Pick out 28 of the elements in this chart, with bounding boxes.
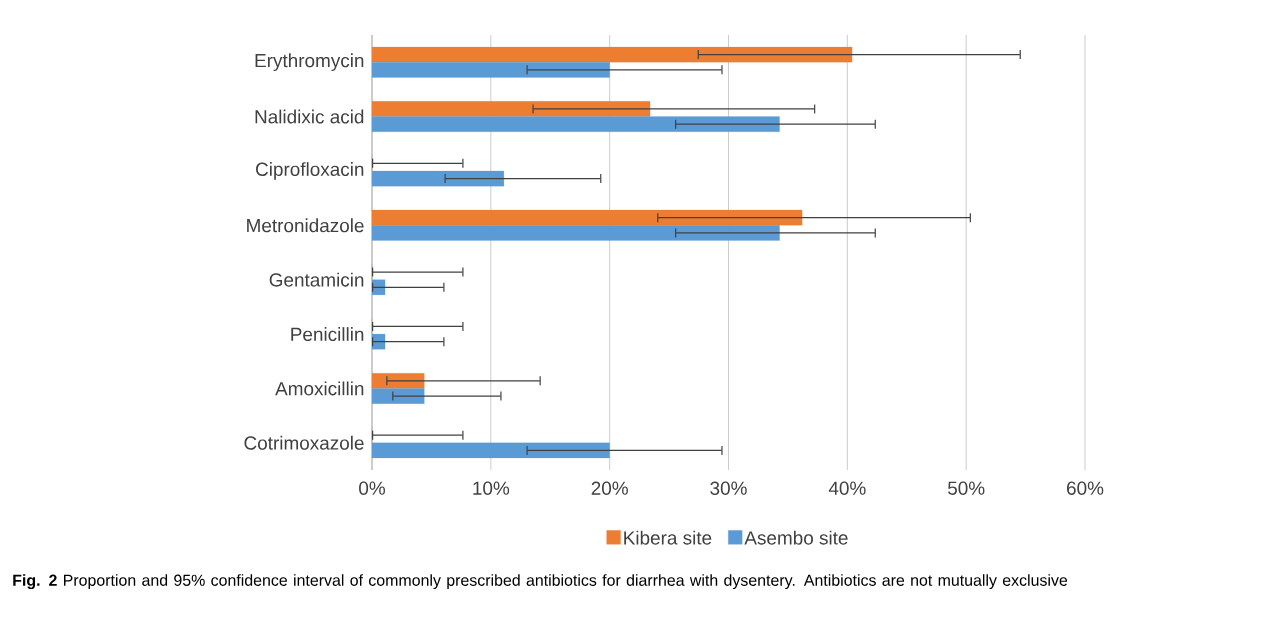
bar [371, 209, 803, 226]
x-tick-label: 40% [828, 481, 866, 495]
y-tick-label: Gentamicin [269, 272, 364, 287]
bar [371, 170, 505, 187]
y-tick-label: Metronidazole [247, 218, 364, 233]
bar [371, 101, 651, 117]
bar [371, 388, 425, 404]
bar [371, 46, 853, 63]
x-tick-label: 30% [710, 481, 747, 495]
y-tick-label: Nalidixic acid [255, 109, 364, 124]
text: Fig. 2 Proportion and 95% confidence interval of commonly prescribed antibiotics for diarrhea with dysentery. Antibiotics are not mutually exclusive [13, 574, 1068, 590]
y-tick-label: Erythromycin [255, 53, 364, 71]
x-tick-label: 10% [473, 481, 510, 495]
x-tick-label: 0% [359, 481, 386, 495]
legend-label: Asembo site [744, 530, 848, 545]
bar [371, 442, 610, 459]
y-tick-label: Cotrimoxazole [244, 435, 364, 450]
bar [371, 373, 425, 389]
y-tick-label: Amoxicillin [275, 381, 364, 396]
bar [371, 225, 780, 241]
legend-label: Kibera site [624, 530, 712, 545]
bar [371, 62, 610, 78]
bar [371, 116, 780, 132]
x-tick-label: 20% [591, 481, 628, 495]
x-tick-label: 60% [1067, 481, 1104, 495]
y-tick-label: Penicillin [291, 327, 364, 342]
y-tick-label: Ciprofloxacin [256, 162, 364, 180]
x-tick-label: 50% [947, 481, 985, 495]
